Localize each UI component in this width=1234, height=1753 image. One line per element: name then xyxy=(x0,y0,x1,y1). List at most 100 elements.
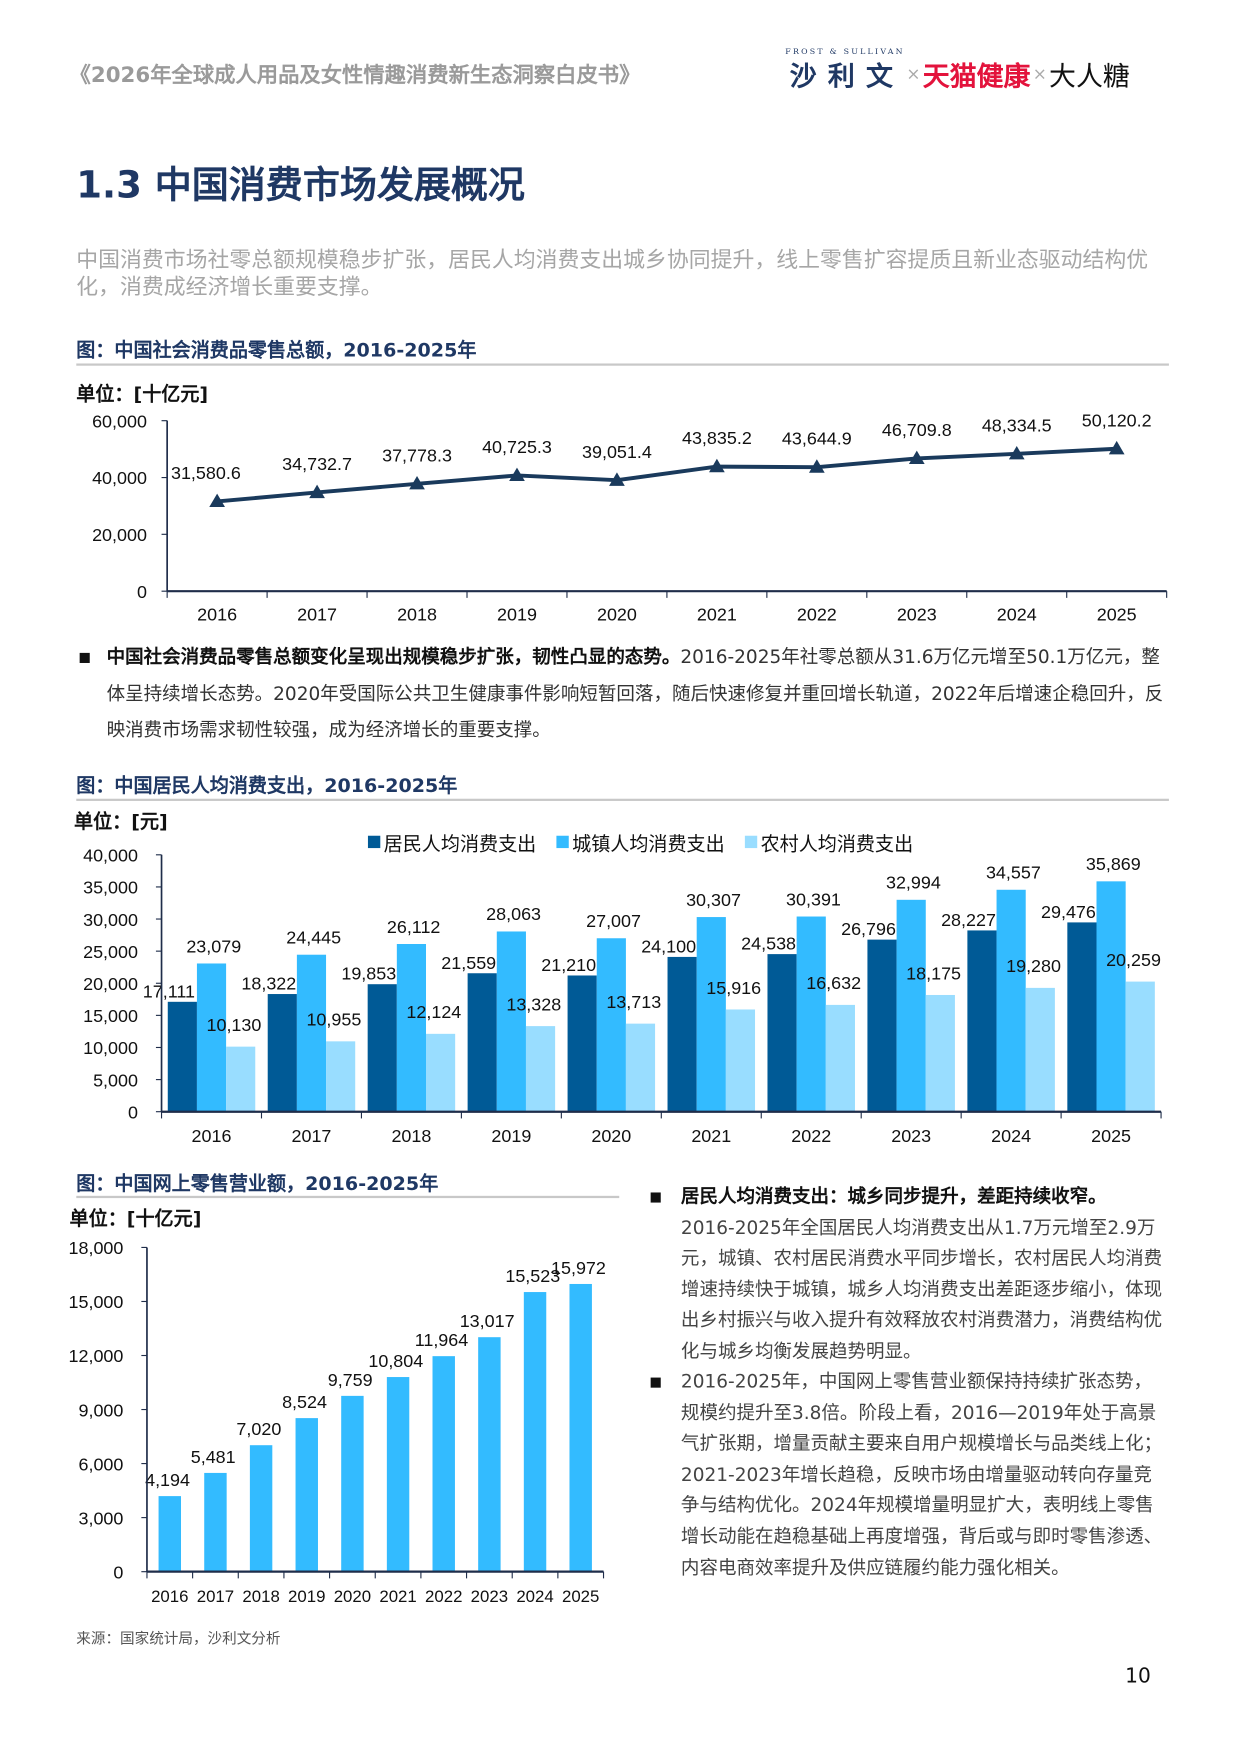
bar xyxy=(432,1356,455,1572)
y-tick-label: 60,000 xyxy=(92,411,147,431)
data-label: 19,853 xyxy=(341,964,396,984)
bar-urban xyxy=(596,938,626,1112)
bar xyxy=(478,1337,501,1572)
bullet-icon xyxy=(650,1192,661,1203)
bullet1-paragraph: 中国社会消费品零售总额变化呈现出规模稳步扩张，韧性凸显的态势。2016-2025… xyxy=(107,639,1167,748)
data-label: 9,759 xyxy=(328,1370,373,1390)
data-label: 10,804 xyxy=(368,1351,423,1371)
y-tick-label: 18,000 xyxy=(69,1238,124,1258)
per-capita-spending-bar-chart: 17,111 23,079 10,130 18,322 24,445 10,955 19,8… xyxy=(83,846,1162,1146)
data-label: 40,725.3 xyxy=(482,437,552,457)
x-tick-label: 2022 xyxy=(791,1126,831,1146)
bar-urban xyxy=(296,954,327,1112)
bar-resident xyxy=(1067,922,1097,1112)
x-tick-label: 2023 xyxy=(471,1587,508,1606)
data-point-marker xyxy=(409,475,425,490)
legend-swatch xyxy=(556,835,569,849)
y-tick-label: 15,000 xyxy=(83,1006,138,1026)
y-tick-label: 9,000 xyxy=(79,1400,124,1420)
data-label: 48,334.5 xyxy=(982,415,1052,435)
x-tick-label: 2024 xyxy=(516,1587,553,1606)
bar-urban xyxy=(996,889,1026,1112)
bar-rural xyxy=(1125,981,1155,1112)
x-tick-label: 2018 xyxy=(242,1587,279,1606)
data-point-marker xyxy=(209,493,225,508)
retail-sales-line-chart: 0 20,000 40,000 60,000 2016 2017 2018 2019 2020 2… xyxy=(92,410,1168,624)
bar-rural xyxy=(925,994,955,1112)
section-subtitle: 中国消费市场社零总额规模稳步扩张，居民人均消费支出城乡协同提升，线上零售扩容提质… xyxy=(76,246,1149,300)
data-label: 31,580.6 xyxy=(171,463,241,483)
right-bullet1-paragraph: 居民人均消费支出：城乡同步提升，差距持续收窄。 2016-2025年全国居民人均消… xyxy=(681,1181,1169,1367)
x-tick-label: 2025 xyxy=(1091,1126,1131,1146)
data-label: 50,120.2 xyxy=(1082,410,1152,430)
y-tick-label: 30,000 xyxy=(83,910,138,930)
x-tick-label: 2020 xyxy=(334,1587,371,1606)
figure3-unit: 单位：[十亿元] xyxy=(69,1208,202,1231)
data-point-marker xyxy=(1108,440,1125,455)
bar-resident xyxy=(367,984,397,1112)
x-tick-label: 2019 xyxy=(491,1126,531,1146)
bar-urban xyxy=(796,916,826,1112)
data-label: 4,194 xyxy=(145,1470,190,1490)
data-label: 27,007 xyxy=(586,911,641,931)
legend-swatch xyxy=(744,835,758,849)
x-tick-label: 2021 xyxy=(379,1587,416,1606)
right-bullet2-text: 2016-2025年，中国网上零售营业额保持持续扩张态势，规模约提升至3.8倍。… xyxy=(680,1370,1163,1578)
figure1-title: 图：中国社会消费品零售总额，2016-2025年 xyxy=(76,339,477,363)
bar-resident xyxy=(167,1001,197,1112)
legend-item: 居民人均消费支出 xyxy=(367,828,536,856)
legend-item: 农村人均消费支出 xyxy=(744,828,913,856)
y-tick-label: 20,000 xyxy=(92,525,147,545)
x-tick-label: 2017 xyxy=(297,604,337,624)
bar xyxy=(249,1445,273,1572)
y-tick-label: 25,000 xyxy=(83,942,138,962)
bar-resident xyxy=(267,994,297,1112)
figure2-unit: 单位：[元] xyxy=(74,811,168,834)
bar-resident xyxy=(967,930,997,1112)
data-label: 24,100 xyxy=(641,936,696,956)
bar-urban xyxy=(196,963,227,1112)
bar xyxy=(295,1418,318,1572)
data-label: 17,111 xyxy=(143,981,195,1001)
x-tick-label: 2019 xyxy=(497,604,537,624)
divider xyxy=(76,798,1169,801)
bullet-icon xyxy=(650,1377,661,1388)
bar-rural xyxy=(426,1033,456,1112)
data-label: 18,322 xyxy=(241,974,296,994)
x-tick-label: 2018 xyxy=(397,604,437,624)
x-tick-label: 2025 xyxy=(1097,604,1137,624)
x-tick-label: 2020 xyxy=(597,604,637,624)
x-tick-label: 2016 xyxy=(192,1126,232,1146)
data-label: 13,017 xyxy=(460,1311,515,1331)
data-label: 15,523 xyxy=(505,1266,560,1286)
data-label: 39,051.4 xyxy=(582,442,652,462)
x-tick-label: 2017 xyxy=(197,1587,234,1606)
x-tick-label: 2024 xyxy=(997,604,1037,624)
bar-urban xyxy=(696,917,726,1112)
data-label: 43,835.2 xyxy=(682,428,752,448)
y-tick-label: 40,000 xyxy=(92,468,147,488)
bar-rural xyxy=(525,1026,556,1112)
bar-rural xyxy=(625,1023,656,1112)
x-tick-label: 2023 xyxy=(891,1126,931,1146)
bar-urban xyxy=(496,931,526,1112)
data-label: 5,481 xyxy=(191,1447,236,1467)
data-point-marker xyxy=(808,459,825,473)
x-tick-label: 2016 xyxy=(151,1587,188,1606)
data-label: 29,476 xyxy=(1041,902,1096,922)
bar-rural xyxy=(226,1046,256,1112)
x-tick-label: 2022 xyxy=(425,1587,462,1606)
frost-sullivan-logo: 沙利文 xyxy=(789,60,905,92)
series-line xyxy=(216,446,1117,504)
daren-tang-logo: 大人糖 xyxy=(1049,60,1130,92)
right-bullet1-bold: 居民人均消费支出：城乡同步提升，差距持续收窄。 xyxy=(680,1185,1107,1208)
data-label: 28,227 xyxy=(941,910,996,930)
x-tick-label: 2025 xyxy=(562,1587,599,1606)
y-tick-label: 35,000 xyxy=(83,878,138,898)
data-label: 8,524 xyxy=(282,1392,327,1412)
bar-urban xyxy=(1096,881,1126,1112)
data-label: 34,732.7 xyxy=(282,454,352,474)
bar-resident xyxy=(567,975,597,1112)
bar xyxy=(204,1472,227,1572)
